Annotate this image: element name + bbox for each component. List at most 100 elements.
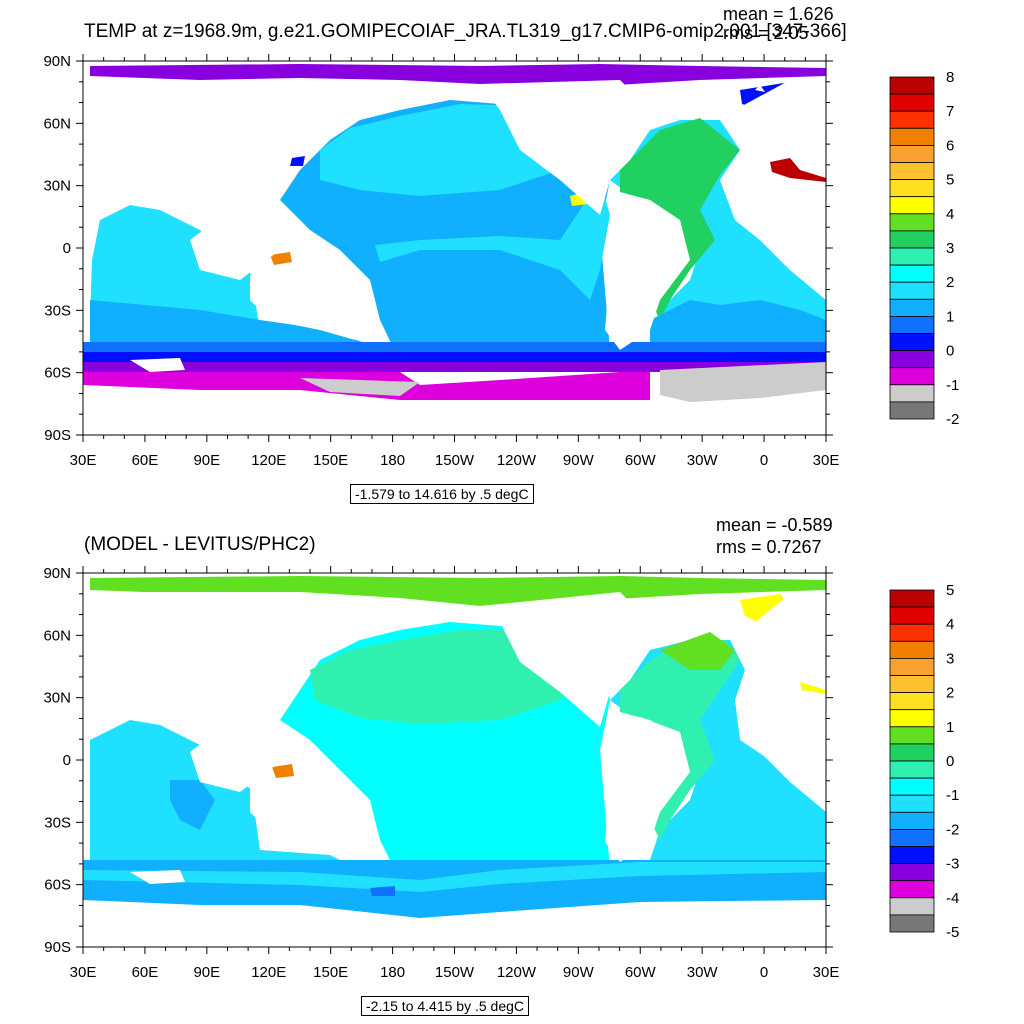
colorbar-swatch xyxy=(889,726,935,745)
colorbar-swatch xyxy=(889,914,935,933)
lat-tick-label: 90N xyxy=(43,53,71,70)
colorbar-swatch xyxy=(889,828,935,847)
lon-tick-label: 150W xyxy=(435,964,475,981)
colorbar-swatch xyxy=(889,298,935,317)
colorbar-swatch xyxy=(889,401,935,420)
lat-tick-label: 30S xyxy=(44,302,71,319)
panel1-title: TEMP at z=1968.9m, g.e21.GOMIPECOIAF_JRA… xyxy=(84,21,847,42)
panel1-ocean-field xyxy=(83,64,826,402)
colorbar-swatch xyxy=(889,145,935,163)
lat-tick-label: 60S xyxy=(44,877,71,894)
lon-tick-label: 60E xyxy=(132,452,159,469)
panel1-mean: mean = 1.626 xyxy=(723,4,834,24)
colorbar-swatch xyxy=(889,846,935,865)
lon-tick-label: 90E xyxy=(193,964,220,981)
lon-tick-label: 0 xyxy=(760,964,768,981)
lon-tick-label: 120W xyxy=(497,452,537,469)
lon-tick-label: 60E xyxy=(132,964,159,981)
lat-tick-label: 30S xyxy=(44,814,71,831)
colorbar-label: 3 xyxy=(946,650,954,667)
panel2-axes: 30E 60E 90E 120E 150E 180 150W 120W 90W 60W 30W 0 30… xyxy=(43,565,839,981)
colorbar-swatch xyxy=(889,606,935,625)
colorbar-label: 4 xyxy=(946,206,954,223)
colorbar-swatch xyxy=(889,589,935,608)
colorbar-swatch xyxy=(889,811,935,830)
colorbar-swatch xyxy=(889,76,935,95)
colorbar-swatch xyxy=(889,658,935,676)
colorbar-swatch xyxy=(889,213,935,232)
lat-tick-label: 60N xyxy=(43,115,71,132)
colorbar-swatch xyxy=(889,196,935,215)
lat-tick-label: 90S xyxy=(44,939,71,956)
lon-tick-label: 30E xyxy=(813,964,840,981)
colorbar-label: 7 xyxy=(946,103,954,120)
colorbar-label: -3 xyxy=(946,856,959,873)
colorbar-swatch xyxy=(889,367,935,386)
panel2-map: 30E 60E 90E 120E 150E 180 150W 120W 90W 60W 30W 0 30… xyxy=(43,565,839,981)
lat-tick-label: 30N xyxy=(43,690,71,707)
lat-tick-label: 60N xyxy=(43,627,71,644)
panel2-rms: rms = 0.7267 xyxy=(716,537,822,557)
colorbar-label: 5 xyxy=(946,582,954,599)
colorbar-swatch xyxy=(889,127,935,146)
lon-tick-label: 120W xyxy=(497,964,537,981)
lat-tick-label: 30N xyxy=(43,178,71,195)
lat-tick-label: 0 xyxy=(63,752,71,769)
panel1-rms: rms = 2.05 xyxy=(723,23,809,43)
lon-tick-label: 30E xyxy=(70,964,97,981)
colorbar-label: 3 xyxy=(946,240,954,257)
colorbar-label: 6 xyxy=(946,137,954,154)
colorbar-swatch xyxy=(889,863,935,882)
lon-tick-label: 90E xyxy=(193,452,220,469)
colorbar-swatch xyxy=(889,93,935,112)
colorbar-swatch xyxy=(889,384,935,403)
lon-tick-label: 180 xyxy=(380,452,405,469)
colorbar-swatch xyxy=(889,350,935,369)
lon-tick-label: 60W xyxy=(625,964,657,981)
lon-tick-label: 30W xyxy=(687,452,719,469)
lon-tick-label: 30E xyxy=(813,452,840,469)
lon-tick-label: 180 xyxy=(380,964,405,981)
lon-tick-label: 150E xyxy=(313,452,348,469)
colorbar-swatch xyxy=(889,794,935,813)
colorbar-label: 2 xyxy=(946,685,954,702)
colorbar-swatch xyxy=(889,675,935,694)
lon-tick-label: 30E xyxy=(70,452,97,469)
lon-tick-label: 0 xyxy=(760,452,768,469)
panel2-ocean-field xyxy=(83,576,826,918)
colorbar-label: 0 xyxy=(946,753,954,770)
colorbar-label: 4 xyxy=(946,616,954,633)
lon-tick-label: 90W xyxy=(563,452,595,469)
panel1-axes: 30E 60E 90E 120E 150E 180 150W 120W 90W 60W 30W 0 30… xyxy=(43,53,839,469)
colorbar-label: 1 xyxy=(946,308,954,325)
lon-tick-label: 60W xyxy=(625,452,657,469)
colorbar-label: -5 xyxy=(946,924,959,941)
colorbar-label: 5 xyxy=(946,172,954,189)
colorbar-swatch xyxy=(889,162,935,181)
lon-tick-label: 120E xyxy=(251,452,286,469)
colorbar-label: -1 xyxy=(946,377,959,394)
lon-tick-label: 30W xyxy=(687,964,719,981)
panel2-mean: mean = -0.589 xyxy=(716,515,833,535)
colorbar-swatch xyxy=(889,315,935,334)
panel1-landmasses xyxy=(83,80,826,372)
colorbar-swatch xyxy=(889,110,935,129)
colorbar-label: 2 xyxy=(946,274,954,291)
panel1-colorbar: 8 7 6 5 4 3 2 1 0 -1 -2 xyxy=(889,69,959,428)
panel2-landmasses xyxy=(83,592,826,884)
colorbar-swatch xyxy=(889,897,935,916)
panel2-colorbar: 5 4 3 2 1 0 -1 -2 -3 -4 -5 xyxy=(889,582,959,941)
lon-tick-label: 90W xyxy=(563,964,595,981)
colorbar-label: -2 xyxy=(946,821,959,838)
colorbar-swatch xyxy=(889,880,935,899)
colorbar-label: -4 xyxy=(946,890,959,907)
colorbar-swatch xyxy=(889,640,935,659)
lat-tick-label: 60S xyxy=(44,365,71,382)
colorbar-label: 8 xyxy=(946,69,954,86)
colorbar-swatch xyxy=(889,281,935,300)
colorbar-swatch xyxy=(889,247,935,266)
colorbar-swatch xyxy=(889,623,935,642)
colorbar-swatch xyxy=(889,709,935,728)
colorbar-label: -1 xyxy=(946,787,959,804)
panel2-title: (MODEL - LEVITUS/PHC2) xyxy=(84,534,316,555)
